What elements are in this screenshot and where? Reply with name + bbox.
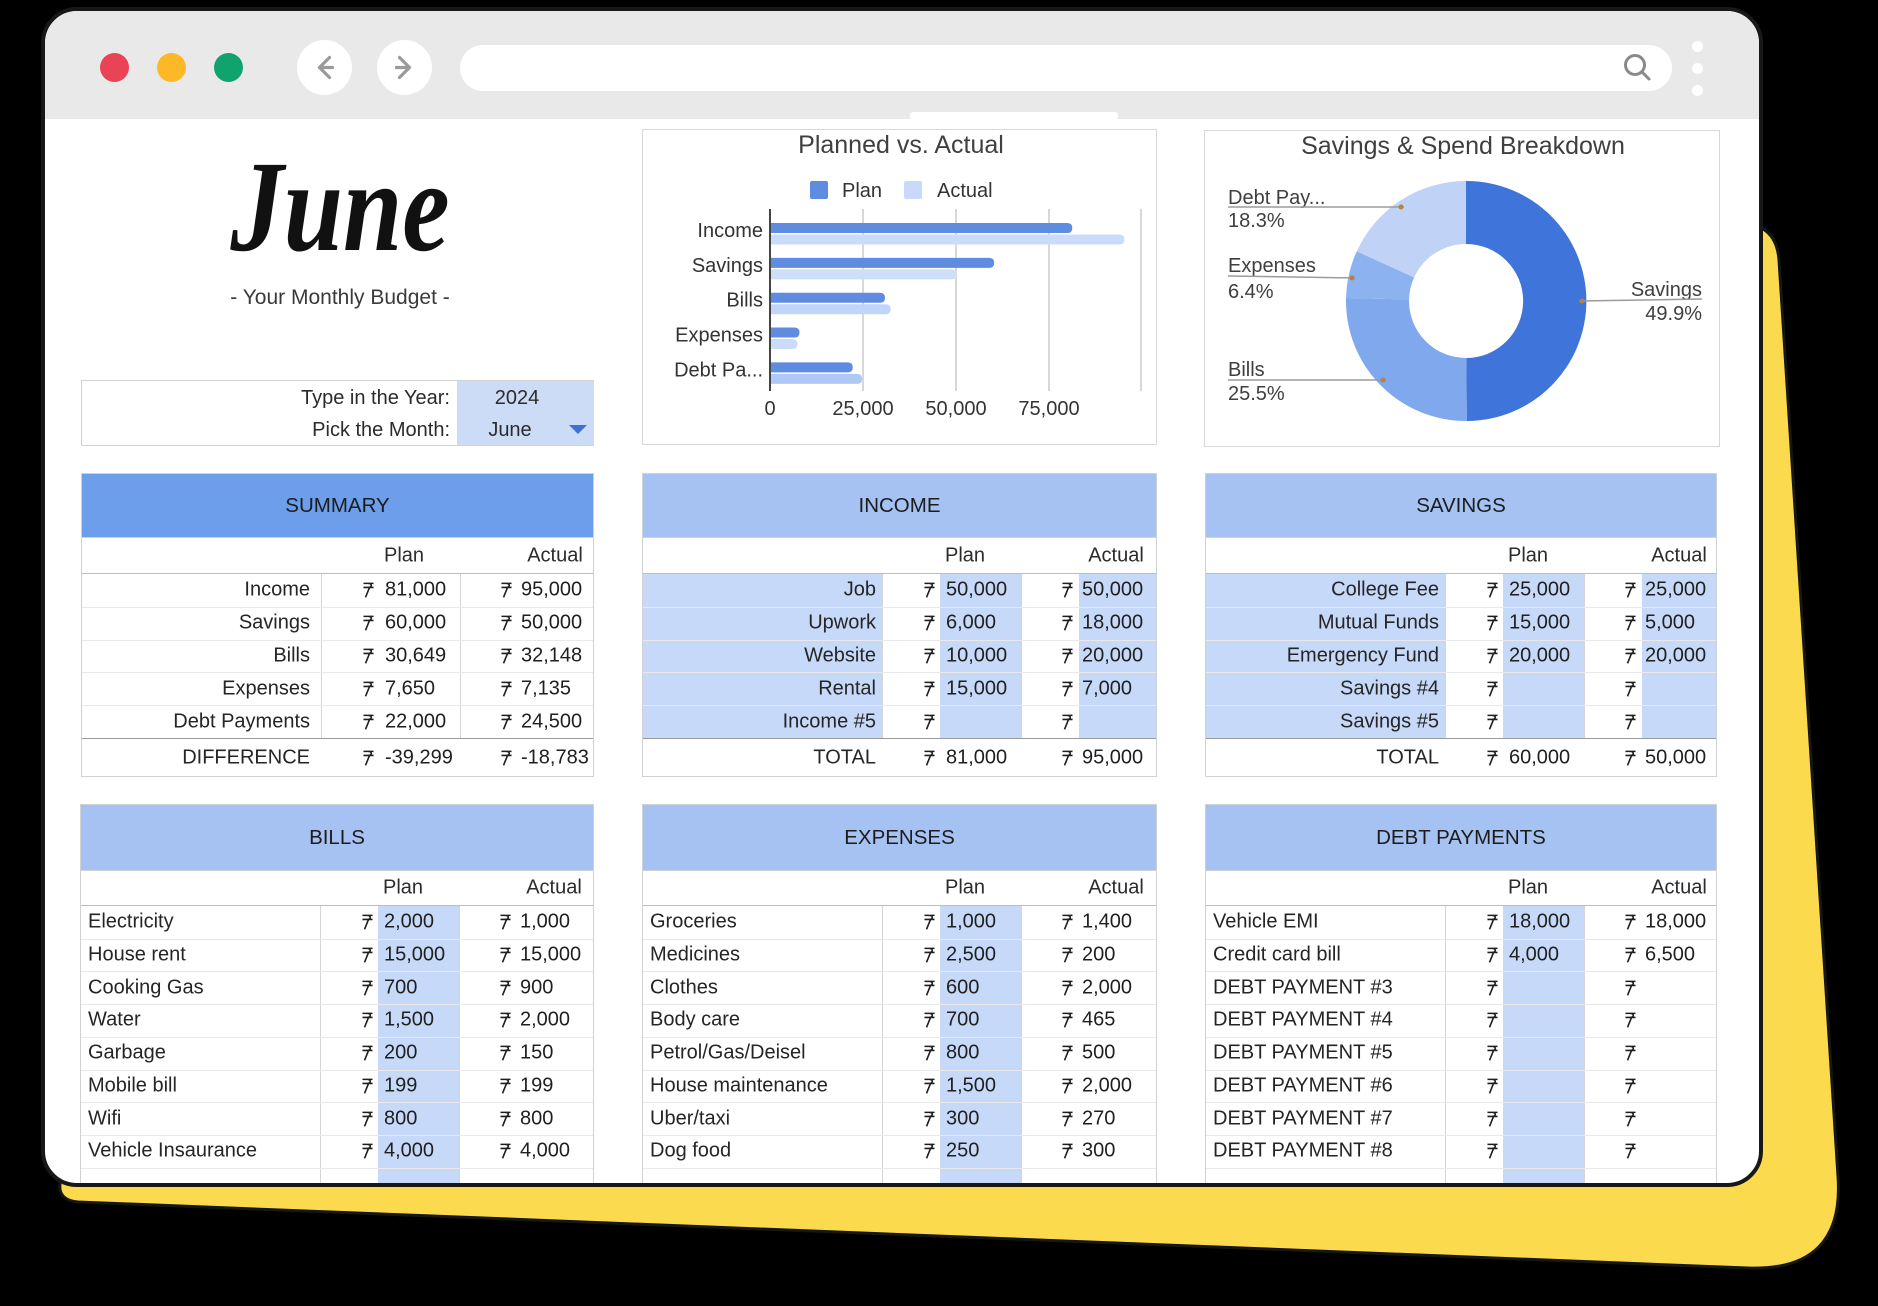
svg-text:Actual: Actual xyxy=(937,180,993,202)
svg-text:Bills: Bills xyxy=(726,290,763,312)
svg-text:49.9%: 49.9% xyxy=(1645,303,1702,325)
svg-text:Debt Pay...: Debt Pay... xyxy=(1228,187,1325,209)
svg-text:0: 0 xyxy=(764,398,775,420)
svg-text:Debt Pa...: Debt Pa... xyxy=(674,359,763,381)
svg-text:25.5%: 25.5% xyxy=(1228,383,1285,405)
svg-text:Bills: Bills xyxy=(1228,359,1265,381)
svg-text:Savings & Spend Breakdown: Savings & Spend Breakdown xyxy=(1301,132,1625,160)
svg-text:Planned vs. Actual: Planned vs. Actual xyxy=(798,131,1004,159)
svg-text:18.3%: 18.3% xyxy=(1228,210,1285,232)
svg-text:Expenses: Expenses xyxy=(1228,255,1316,277)
svg-text:Plan: Plan xyxy=(842,180,882,202)
svg-text:Income: Income xyxy=(697,220,763,242)
svg-text:6.4%: 6.4% xyxy=(1228,281,1274,303)
svg-text:Savings: Savings xyxy=(1631,279,1702,301)
svg-text:Savings: Savings xyxy=(692,255,763,277)
svg-text:50,000: 50,000 xyxy=(925,398,986,420)
svg-text:25,000: 25,000 xyxy=(832,398,893,420)
svg-text:Expenses: Expenses xyxy=(675,325,763,347)
svg-text:75,000: 75,000 xyxy=(1018,398,1079,420)
